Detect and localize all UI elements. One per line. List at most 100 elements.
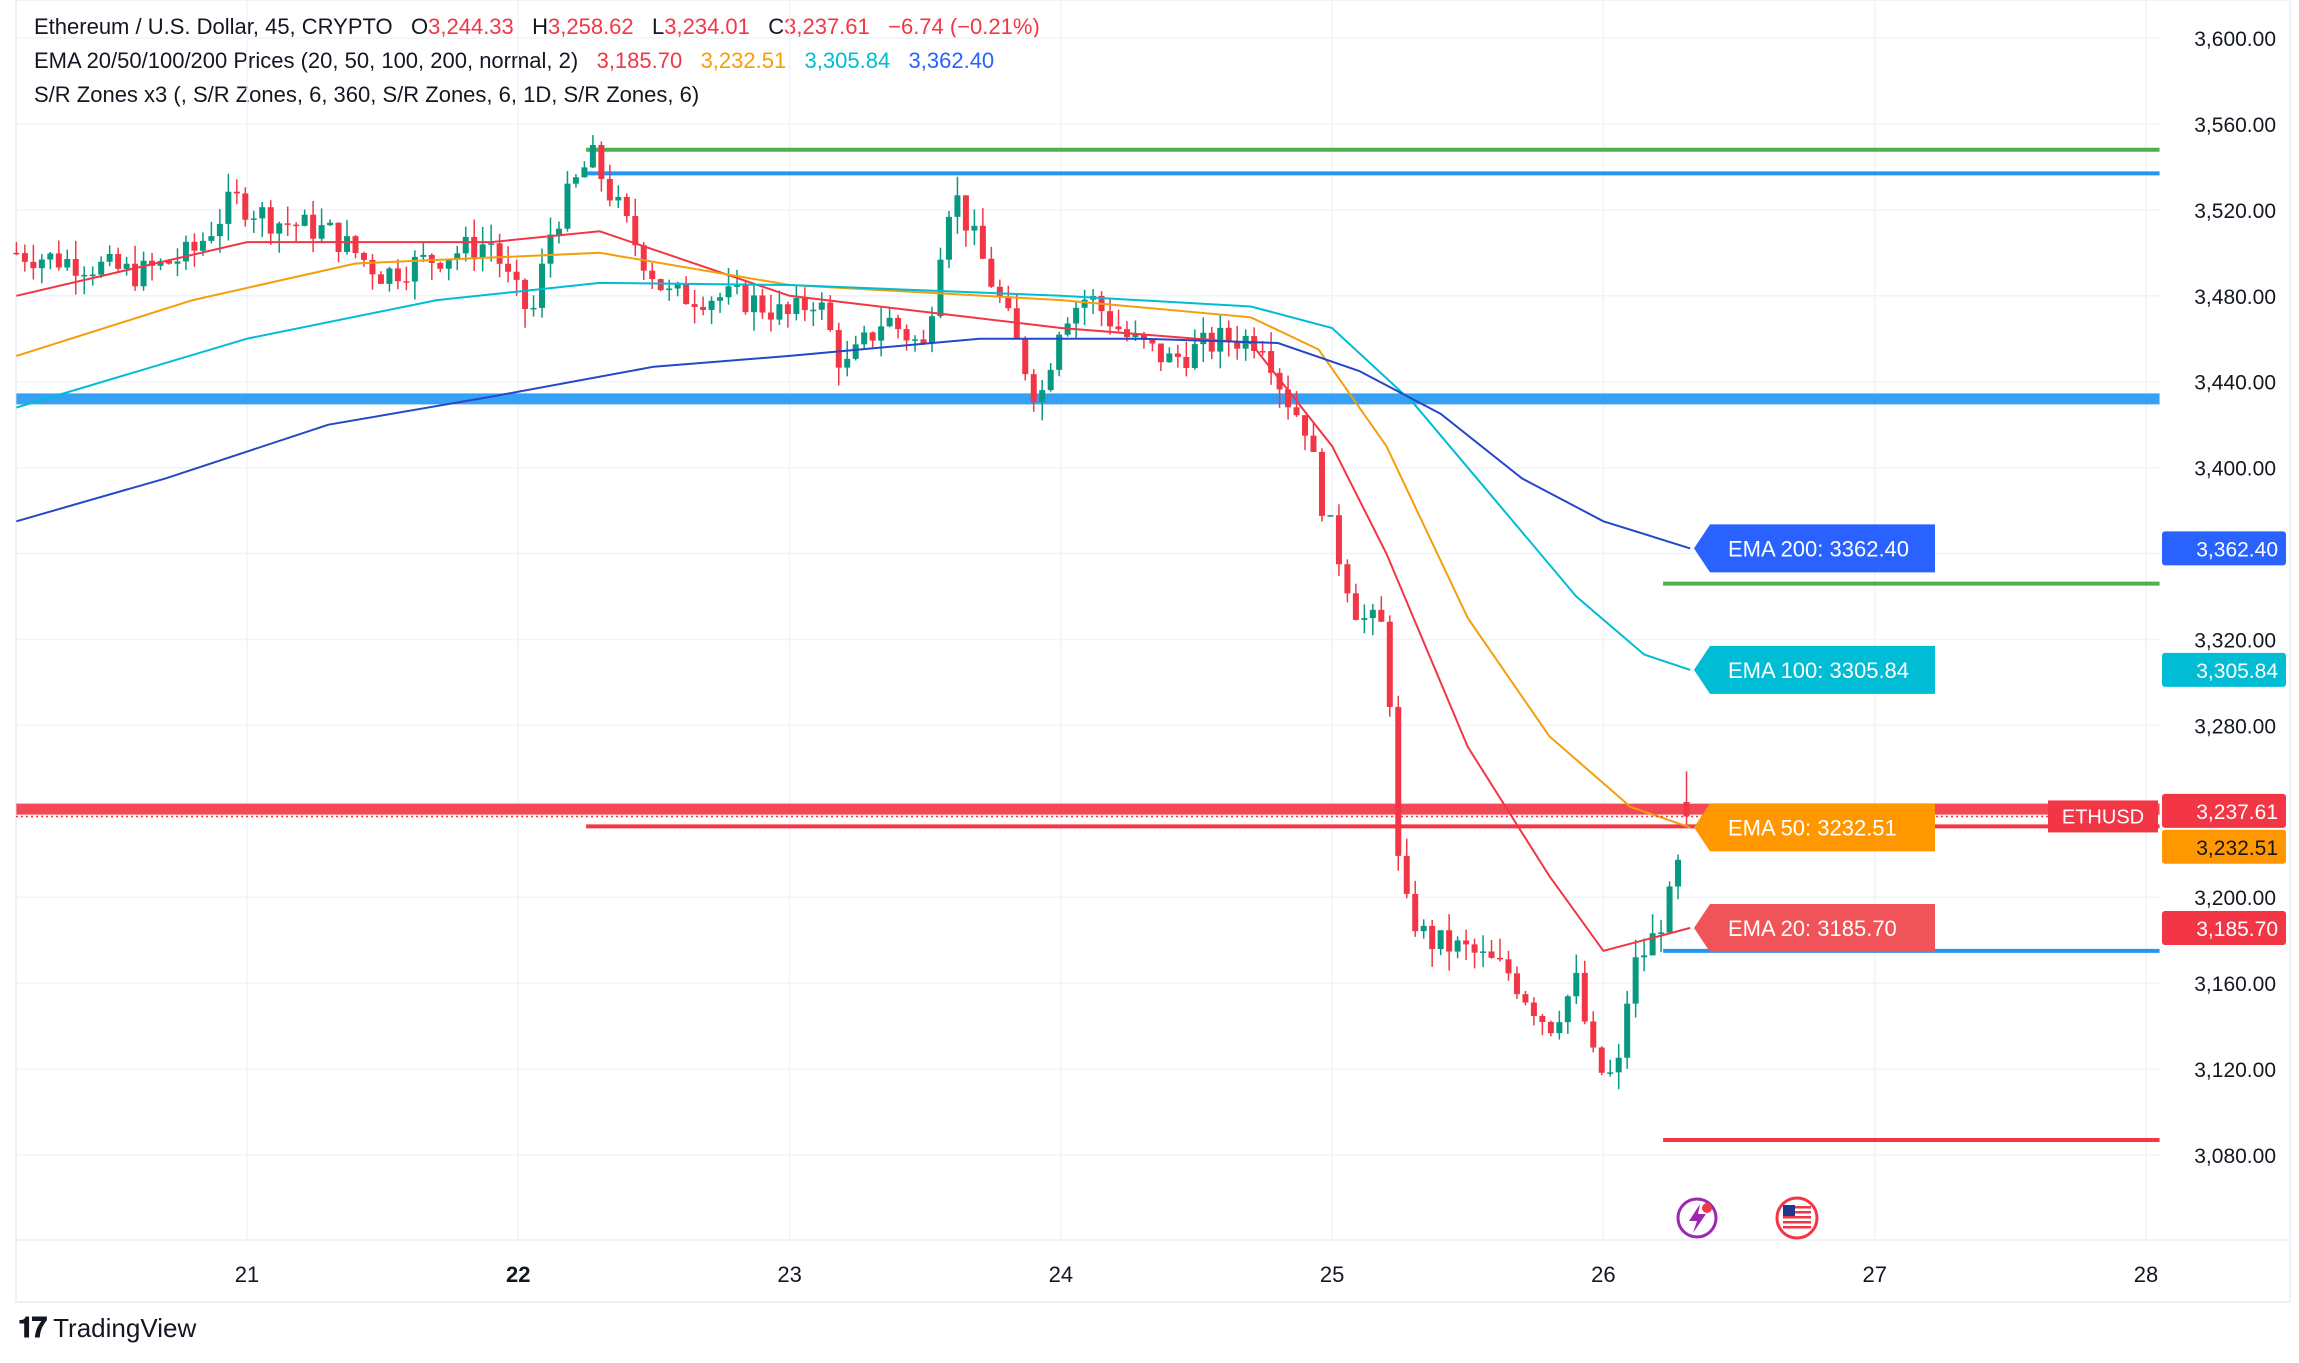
- price-tag-label: 3,305.84: [2196, 660, 2278, 683]
- candle-body: [1666, 886, 1673, 933]
- candle-body: [233, 191, 240, 194]
- price-tick-label: 3,400.00: [2194, 458, 2276, 481]
- callout-label: EMA 200: 3362.40: [1728, 536, 1909, 561]
- candle-body: [1471, 944, 1478, 953]
- ema50-value: 3,232.51: [700, 48, 787, 73]
- candle-body: [945, 216, 952, 260]
- tradingview-brand[interactable]: 𝟏𝟕 TradingView: [18, 1312, 196, 1345]
- flag-stripe: [1783, 1206, 1811, 1209]
- candle-body: [852, 344, 859, 359]
- candle-body: [1463, 940, 1470, 945]
- candle-body: [734, 285, 741, 287]
- candle-body: [1573, 972, 1580, 997]
- ema-callout: EMA 200: 3362.40: [1694, 524, 1935, 573]
- candle-body: [700, 306, 707, 310]
- close-value: 3,237.61: [784, 14, 870, 39]
- time-axis[interactable]: 21 22 23 24 25 26 27 28: [235, 1262, 2158, 1287]
- candle-body: [1683, 802, 1690, 817]
- candle-body: [310, 214, 317, 239]
- flag-canton: [1783, 1205, 1795, 1216]
- candle-body: [827, 302, 834, 331]
- candle-body: [717, 297, 724, 301]
- candle-body: [30, 261, 37, 269]
- price-tag-label: 3,362.40: [2196, 538, 2278, 561]
- candle-body: [157, 260, 164, 266]
- candle-body: [1454, 940, 1461, 952]
- candle-body: [1310, 435, 1317, 452]
- candle-body: [250, 218, 257, 220]
- ema-callouts: EMA 200: 3362.40 EMA 100: 3305.84 EMA 50: …: [1694, 524, 1935, 952]
- legend-ohlc: Ethereum / U.S. Dollar, 45, CRYPTO O3,24…: [34, 14, 1040, 40]
- close-label: C: [768, 14, 785, 39]
- candle-body: [1268, 351, 1275, 373]
- candle-body: [1149, 339, 1156, 344]
- candle-body: [572, 177, 579, 184]
- candle-body: [1480, 951, 1487, 953]
- time-tick-label: 23: [777, 1262, 801, 1287]
- candle-body: [920, 339, 927, 344]
- candle-body: [844, 358, 851, 368]
- candle-body: [1437, 930, 1444, 950]
- candle-body: [1513, 973, 1520, 995]
- candle-body: [208, 236, 215, 241]
- candle-body: [971, 225, 978, 231]
- candle-body: [1022, 338, 1029, 375]
- candle-body: [47, 253, 54, 260]
- tradingview-logo-icon: 𝟏𝟕: [18, 1312, 47, 1343]
- candle-body: [369, 259, 376, 275]
- candle-body: [64, 259, 71, 268]
- ema-callout: EMA 100: 3305.84: [1694, 645, 1935, 694]
- candle-body: [301, 214, 308, 226]
- lightning-dot: [1702, 1203, 1712, 1213]
- candle-body: [979, 225, 986, 259]
- time-tick-label: 26: [1591, 1262, 1615, 1287]
- candle-body: [1166, 353, 1173, 363]
- ema-line: [16, 337, 1691, 550]
- candle-body: [895, 317, 902, 330]
- candle-body: [293, 224, 300, 227]
- candle-body: [649, 270, 656, 280]
- candle-body: [437, 262, 444, 269]
- candle-body: [1225, 327, 1232, 342]
- legend-ema: EMA 20/50/100/200 Prices (20, 50, 100, 2…: [34, 48, 994, 74]
- candle-body: [996, 286, 1003, 298]
- candle-body: [1327, 515, 1334, 517]
- lightning-icon[interactable]: [1676, 1197, 1718, 1239]
- candle-body: [1115, 326, 1122, 330]
- candle-body: [530, 307, 537, 310]
- price-tick-label: 3,120.00: [2194, 1059, 2276, 1082]
- price-tick-label: 3,280.00: [2194, 715, 2276, 738]
- event-markers[interactable]: [1676, 1196, 1819, 1240]
- candle-body: [793, 297, 800, 314]
- candle-body: [276, 223, 283, 234]
- candle-body: [1157, 343, 1164, 363]
- candle-body: [496, 243, 503, 264]
- candle-body: [1615, 1057, 1622, 1073]
- candle-body: [1488, 951, 1495, 958]
- candle-body: [1344, 564, 1351, 594]
- price-tick-label: 3,160.00: [2194, 973, 2276, 996]
- candle-body: [123, 263, 130, 269]
- candle-body: [861, 332, 868, 345]
- candle-body: [547, 234, 554, 264]
- candle-body: [191, 241, 198, 251]
- time-tick-label: 24: [1049, 1262, 1073, 1287]
- candle-body: [606, 178, 613, 201]
- price-axis[interactable]: 3,080.003,120.003,160.003,200.003,240.00…: [2048, 28, 2286, 1168]
- candle-body: [1581, 972, 1588, 1022]
- candle-body: [1030, 374, 1037, 403]
- candle-body: [1073, 307, 1080, 324]
- time-tick-label: 25: [1320, 1262, 1344, 1287]
- candle-body: [242, 193, 249, 220]
- us-flag-icon[interactable]: [1775, 1196, 1819, 1240]
- candle-body: [666, 288, 673, 291]
- candle-body: [1539, 1015, 1546, 1022]
- candle-body: [674, 283, 681, 289]
- callout-box: [1694, 903, 1935, 952]
- candle-body: [267, 207, 274, 234]
- price-tick-label: 3,480.00: [2194, 286, 2276, 309]
- candle-body: [1081, 299, 1088, 308]
- symbol-tag-label: ETHUSD: [2062, 806, 2144, 828]
- candle-body: [174, 261, 181, 264]
